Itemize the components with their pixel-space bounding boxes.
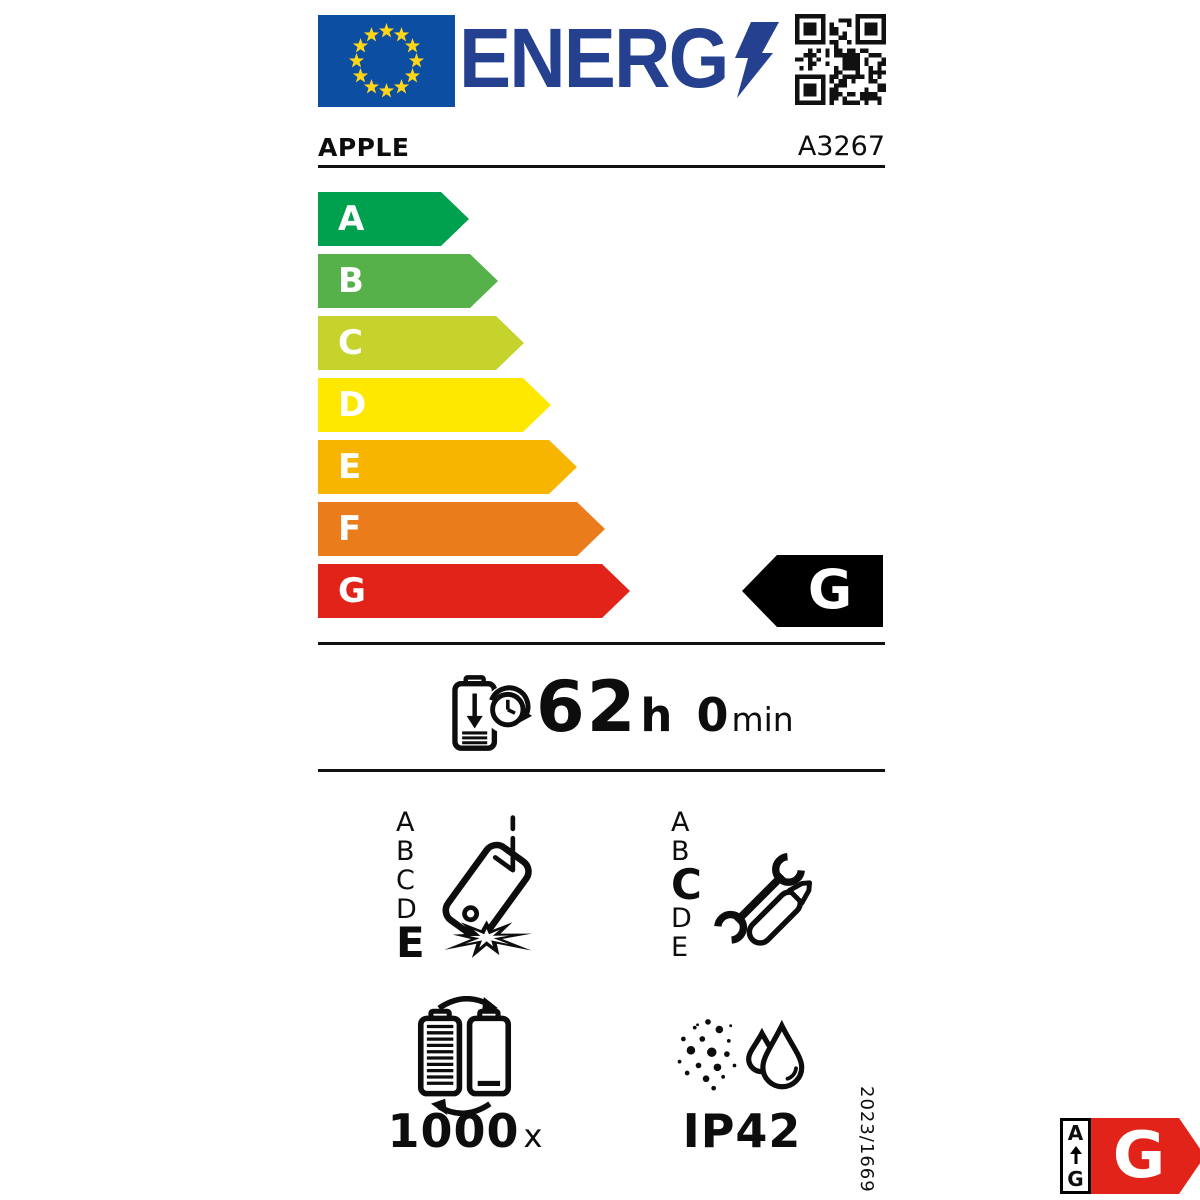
energy-class-letter: E	[338, 447, 362, 487]
energy-class-bar-F: F	[318, 502, 605, 556]
qr-code	[795, 14, 886, 105]
rated-class-letter: G	[807, 558, 853, 621]
energy-class-bar-G: G	[318, 564, 630, 618]
mini-rated-letter: G	[1112, 1119, 1166, 1193]
mini-energy-label: A G G	[1060, 1118, 1200, 1194]
repair-scale-letter-E: E	[671, 932, 689, 963]
cycles-unit: x	[523, 1117, 543, 1155]
repair-scale-letter-D: D	[671, 903, 692, 934]
drop-resistance-icon	[442, 815, 532, 958]
battery-cycles-value: 1000 x	[387, 1104, 543, 1158]
divider-line	[318, 769, 885, 772]
energy-logo: ENERG	[459, 11, 729, 105]
ingress-protection-icon	[677, 1019, 805, 1091]
energy-class-bar-D: D	[318, 378, 551, 432]
drop-scale-letter-B: B	[396, 836, 415, 867]
energy-class-letter: A	[338, 199, 365, 239]
energy-class-letter: B	[338, 261, 364, 301]
energy-class-letter: D	[338, 385, 367, 425]
eu-flag-icon	[318, 15, 455, 107]
repair-scale-letter-A: A	[671, 807, 690, 838]
drop-scale-letter-A: A	[396, 807, 415, 838]
model-identifier: A3267	[797, 131, 885, 162]
energy-class-letter: F	[338, 509, 362, 549]
endurance-hours: 62	[536, 666, 638, 748]
ip-rating-value: IP42	[682, 1104, 802, 1158]
supplier-name: APPLE	[318, 133, 410, 162]
energy-class-bar-B: B	[318, 254, 498, 308]
battery-endurance-icon	[452, 675, 532, 751]
cycles-number: 1000	[387, 1104, 520, 1158]
mini-bottom-class: G	[1067, 1167, 1084, 1191]
mini-rated-arrow: G	[1091, 1118, 1200, 1194]
repair-scale-letter-B: B	[671, 836, 690, 867]
endurance-hours-unit: h	[640, 689, 673, 742]
battery-cycles-icon	[417, 996, 512, 1116]
energy-class-bar-C: C	[318, 316, 524, 370]
rated-class-indicator: G	[742, 555, 883, 627]
divider-line	[318, 642, 885, 645]
drop-scale-letter-E: E	[396, 918, 425, 967]
energy-class-bar-A: A	[318, 192, 469, 246]
drop-scale-letter-D: D	[396, 894, 417, 925]
lightning-bolt-icon	[735, 22, 779, 98]
regulation-number: 2023/1669	[856, 1086, 877, 1193]
endurance-minutes: 0	[696, 688, 729, 742]
divider-line	[318, 165, 885, 168]
repairability-icon	[714, 853, 813, 946]
endurance-minutes-unit: min	[731, 700, 794, 739]
mini-scale-box: A G	[1060, 1118, 1091, 1194]
mini-top-class: A	[1067, 1121, 1084, 1145]
battery-endurance-value: 62 h 0 min	[536, 666, 794, 748]
drop-scale-letter-C: C	[396, 865, 415, 896]
energy-class-letter: C	[338, 323, 363, 363]
repair-scale-letter-C: C	[671, 860, 702, 909]
up-arrow-icon	[1069, 1146, 1082, 1164]
energy-class-letter: G	[338, 571, 366, 611]
energy-class-bar-E: E	[318, 440, 577, 494]
